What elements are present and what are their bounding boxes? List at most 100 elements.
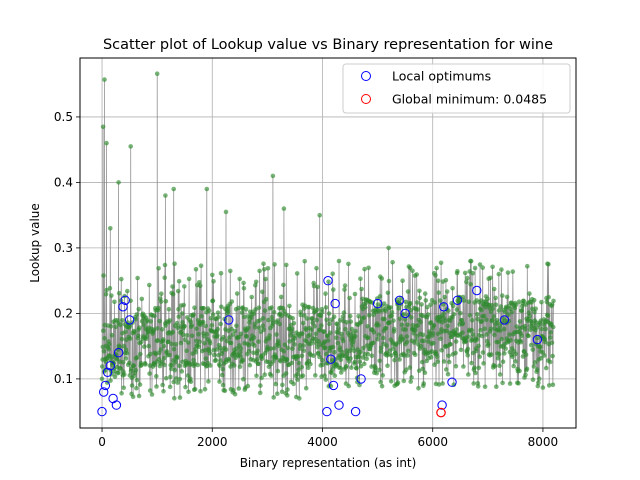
data-point xyxy=(433,273,438,278)
data-point xyxy=(193,349,198,355)
data-point xyxy=(548,330,554,335)
data-point xyxy=(392,357,397,363)
data-point xyxy=(134,377,140,383)
data-point xyxy=(475,312,480,317)
data-point xyxy=(251,350,256,356)
data-point xyxy=(290,346,295,352)
data-point xyxy=(217,363,223,369)
data-point xyxy=(101,349,107,354)
local-optimum-point xyxy=(323,276,333,286)
data-point xyxy=(516,381,521,386)
data-point xyxy=(317,354,322,360)
data-point xyxy=(351,348,357,354)
data-point xyxy=(147,388,153,393)
data-point xyxy=(453,350,458,356)
data-point xyxy=(285,393,290,398)
data-point xyxy=(444,367,449,372)
data-point xyxy=(465,353,471,358)
data-point xyxy=(308,361,313,367)
data-point xyxy=(256,339,261,344)
data-point xyxy=(276,343,282,349)
data-point xyxy=(143,362,148,367)
data-point xyxy=(154,384,159,389)
data-point xyxy=(471,381,477,386)
data-point xyxy=(237,276,242,282)
data-point xyxy=(358,349,364,355)
data-point xyxy=(244,334,249,339)
data-point xyxy=(163,193,168,198)
data-point xyxy=(99,376,105,382)
data-point xyxy=(453,364,459,369)
data-point xyxy=(260,289,265,295)
data-point xyxy=(320,362,326,368)
data-point xyxy=(291,320,297,326)
data-point xyxy=(420,366,426,372)
data-point xyxy=(432,300,438,305)
data-point xyxy=(375,336,380,342)
data-point xyxy=(366,265,371,271)
data-point xyxy=(429,349,435,354)
data-point xyxy=(445,371,451,377)
data-point xyxy=(547,359,553,365)
data-point xyxy=(551,298,556,304)
data-point xyxy=(531,297,537,303)
data-point xyxy=(297,396,302,401)
data-point xyxy=(273,381,279,387)
data-point xyxy=(500,359,506,365)
data-point xyxy=(269,305,274,310)
data-point xyxy=(468,282,473,287)
data-point xyxy=(238,331,244,337)
data-point xyxy=(395,380,401,386)
data-point xyxy=(321,329,327,335)
data-point xyxy=(274,332,279,337)
data-point xyxy=(357,382,362,388)
data-point xyxy=(414,338,419,343)
data-point xyxy=(408,300,413,306)
data-point xyxy=(325,360,331,366)
data-point xyxy=(401,378,407,384)
local-optimum-point xyxy=(394,295,405,305)
data-point xyxy=(313,373,318,378)
data-point xyxy=(550,324,556,330)
data-point xyxy=(211,279,216,284)
local-optimum-point xyxy=(326,354,336,364)
data-point xyxy=(437,298,443,303)
data-point xyxy=(292,335,298,341)
y-tick-label: 0.3 xyxy=(54,241,73,255)
data-point xyxy=(127,323,133,329)
data-point xyxy=(117,359,123,365)
data-point xyxy=(118,366,123,371)
data-point xyxy=(185,340,191,345)
data-point xyxy=(403,299,409,305)
data-point xyxy=(403,327,408,332)
data-point xyxy=(317,212,323,218)
data-point xyxy=(120,359,126,365)
data-point xyxy=(177,395,183,400)
data-point xyxy=(162,275,167,281)
data-point xyxy=(347,295,352,301)
data-point xyxy=(294,271,300,276)
data-point xyxy=(310,320,315,326)
data-point xyxy=(102,77,107,82)
data-point xyxy=(454,307,460,312)
data-point xyxy=(445,323,451,329)
data-point xyxy=(314,307,320,313)
data-point xyxy=(269,373,274,378)
data-point xyxy=(152,313,157,319)
data-point xyxy=(340,314,346,320)
data-point xyxy=(332,373,338,379)
data-point xyxy=(516,299,522,305)
global-minimum-point xyxy=(436,407,446,418)
local-optimum-point xyxy=(330,298,340,309)
data-point xyxy=(346,383,352,389)
data-point xyxy=(124,350,130,356)
data-point xyxy=(338,365,343,371)
data-point xyxy=(219,304,224,310)
data-point xyxy=(344,351,350,357)
data-point xyxy=(236,386,242,391)
data-point xyxy=(421,338,427,344)
data-point xyxy=(519,308,525,313)
data-point xyxy=(220,382,226,388)
data-point xyxy=(374,370,380,376)
data-point xyxy=(379,276,385,281)
